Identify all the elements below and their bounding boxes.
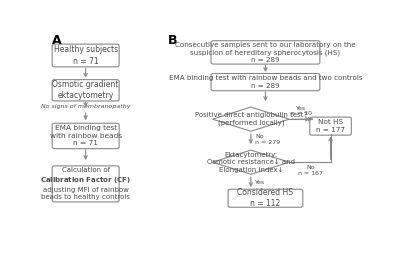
Text: Positive direct antiglobulin test?
(performed locally): Positive direct antiglobulin test? (perf… bbox=[195, 112, 307, 126]
Text: Calculation of
$\bf{Calibration\ Factor\ (CF)}$
adjusting MFI of rainbow
beads t: Calculation of $\bf{Calibration\ Factor\… bbox=[40, 167, 131, 201]
Text: B: B bbox=[168, 34, 177, 47]
Text: EMA binding test
with rainbow beads
n = 71: EMA binding test with rainbow beads n = … bbox=[50, 126, 122, 147]
Text: Considered HS
n = 112: Considered HS n = 112 bbox=[238, 188, 294, 208]
Text: Yes
n = 10: Yes n = 10 bbox=[290, 106, 312, 116]
Text: Healthy subjects
n = 71: Healthy subjects n = 71 bbox=[54, 45, 118, 65]
Text: No
n = 167: No n = 167 bbox=[298, 165, 323, 176]
Polygon shape bbox=[212, 107, 289, 131]
Text: Yes: Yes bbox=[255, 180, 265, 185]
FancyBboxPatch shape bbox=[211, 73, 320, 91]
FancyBboxPatch shape bbox=[52, 123, 119, 149]
Polygon shape bbox=[212, 150, 289, 174]
FancyBboxPatch shape bbox=[52, 44, 119, 67]
Text: No
n = 279: No n = 279 bbox=[255, 134, 280, 145]
FancyBboxPatch shape bbox=[211, 41, 320, 64]
Text: EMA binding test with rainbow beads and two controls
n = 289: EMA binding test with rainbow beads and … bbox=[169, 75, 362, 89]
FancyBboxPatch shape bbox=[52, 166, 119, 202]
FancyBboxPatch shape bbox=[228, 189, 303, 207]
Text: A: A bbox=[52, 34, 61, 47]
Text: Consecutive samples sent to our laboratory on the
suspicion of hereditary sphero: Consecutive samples sent to our laborato… bbox=[175, 42, 356, 63]
FancyBboxPatch shape bbox=[52, 80, 119, 101]
Text: Osmotic gradient
ektacytometry: Osmotic gradient ektacytometry bbox=[52, 80, 119, 100]
FancyBboxPatch shape bbox=[310, 117, 351, 135]
Text: Ektacytometry:
Osmotic resistance↓ and
Elongation index↓: Ektacytometry: Osmotic resistance↓ and E… bbox=[207, 152, 295, 173]
Text: Not HS
n = 177: Not HS n = 177 bbox=[316, 119, 345, 133]
Text: No signs of membranopathy: No signs of membranopathy bbox=[41, 104, 130, 109]
